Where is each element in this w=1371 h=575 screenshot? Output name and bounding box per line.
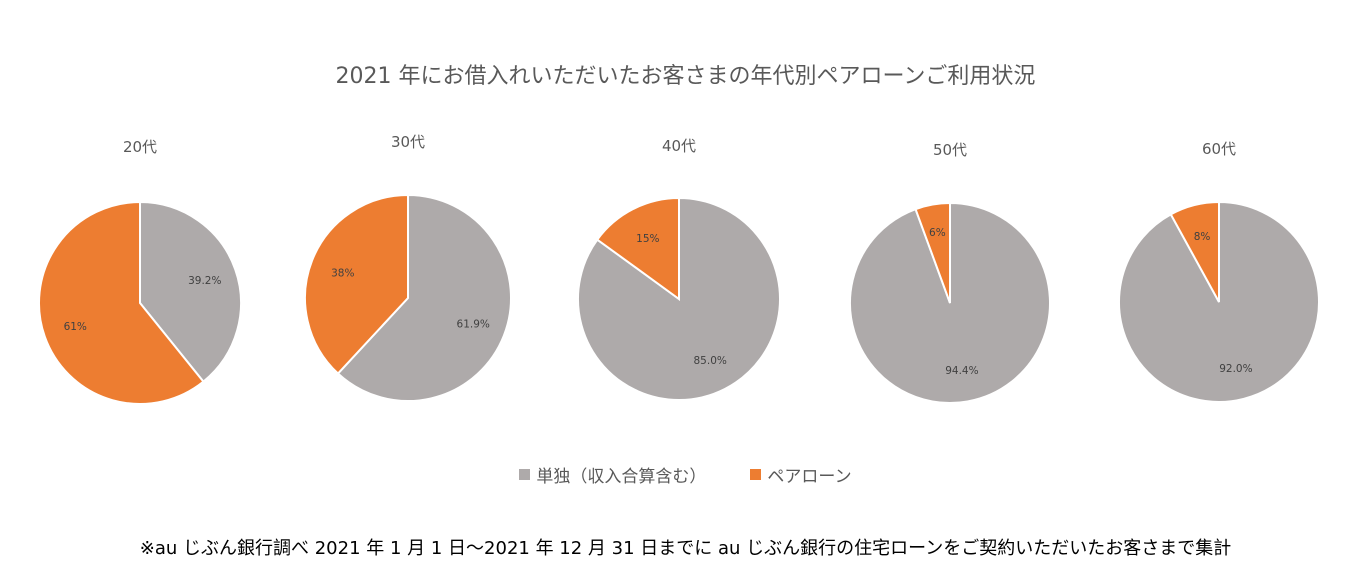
data-label-50-single: 94.4% xyxy=(945,365,978,377)
pie-slice-30-single xyxy=(336,193,512,402)
legend-item-pair: ペアローン xyxy=(750,462,852,487)
pie-slice-40-pair xyxy=(595,196,680,301)
data-label-50-pair: 6% xyxy=(929,227,946,239)
pie-title-60: 60代 xyxy=(1202,140,1236,158)
data-label-40-pair: 15% xyxy=(636,233,659,245)
legend-label-pair: ペアローン xyxy=(767,467,852,487)
pie-slice-60-pair xyxy=(1169,200,1220,303)
chart-title: 2021 年にお借入れいただいたお客さまの年代別ペアローンご利用状況 xyxy=(335,64,1036,89)
data-label-30-pair: 38% xyxy=(331,267,354,279)
footnote: ※au じぶん銀行調べ 2021 年 1 月 1 日～2021 年 12 月 3… xyxy=(139,538,1232,559)
legend-swatch-single xyxy=(519,469,531,480)
pie-title-50: 50代 xyxy=(933,141,967,159)
pie-title-30: 30代 xyxy=(391,133,425,151)
data-label-60-single: 92.0% xyxy=(1219,363,1252,375)
pie-title-40: 40代 xyxy=(662,137,696,155)
data-label-60-pair: 8% xyxy=(1194,231,1211,243)
data-label-20-single: 39.2% xyxy=(188,275,221,287)
pie-slice-20-single xyxy=(139,200,242,384)
legend-label-single: 単独（収入合算含む） xyxy=(536,467,707,487)
data-label-20-pair: 61% xyxy=(64,321,87,333)
legend-item-single: 単独（収入合算含む） xyxy=(519,462,706,487)
data-label-30-single: 61.9% xyxy=(457,319,490,331)
pie-title-20: 20代 xyxy=(123,138,157,156)
data-label-40-single: 85.0% xyxy=(694,355,727,367)
pie-slice-20-pair xyxy=(38,200,205,405)
pie-charts: 20代 39.2% 61% 30代 61.9% 38% 40代 85.0% 15% 50代 94.4… xyxy=(38,133,1320,405)
pie-slice-30-pair xyxy=(304,193,409,375)
legend-swatch-pair xyxy=(750,469,762,480)
legend: 単独（収入合算含む） ペアローン xyxy=(0,462,1371,487)
pie-slice-50-pair xyxy=(914,201,951,304)
